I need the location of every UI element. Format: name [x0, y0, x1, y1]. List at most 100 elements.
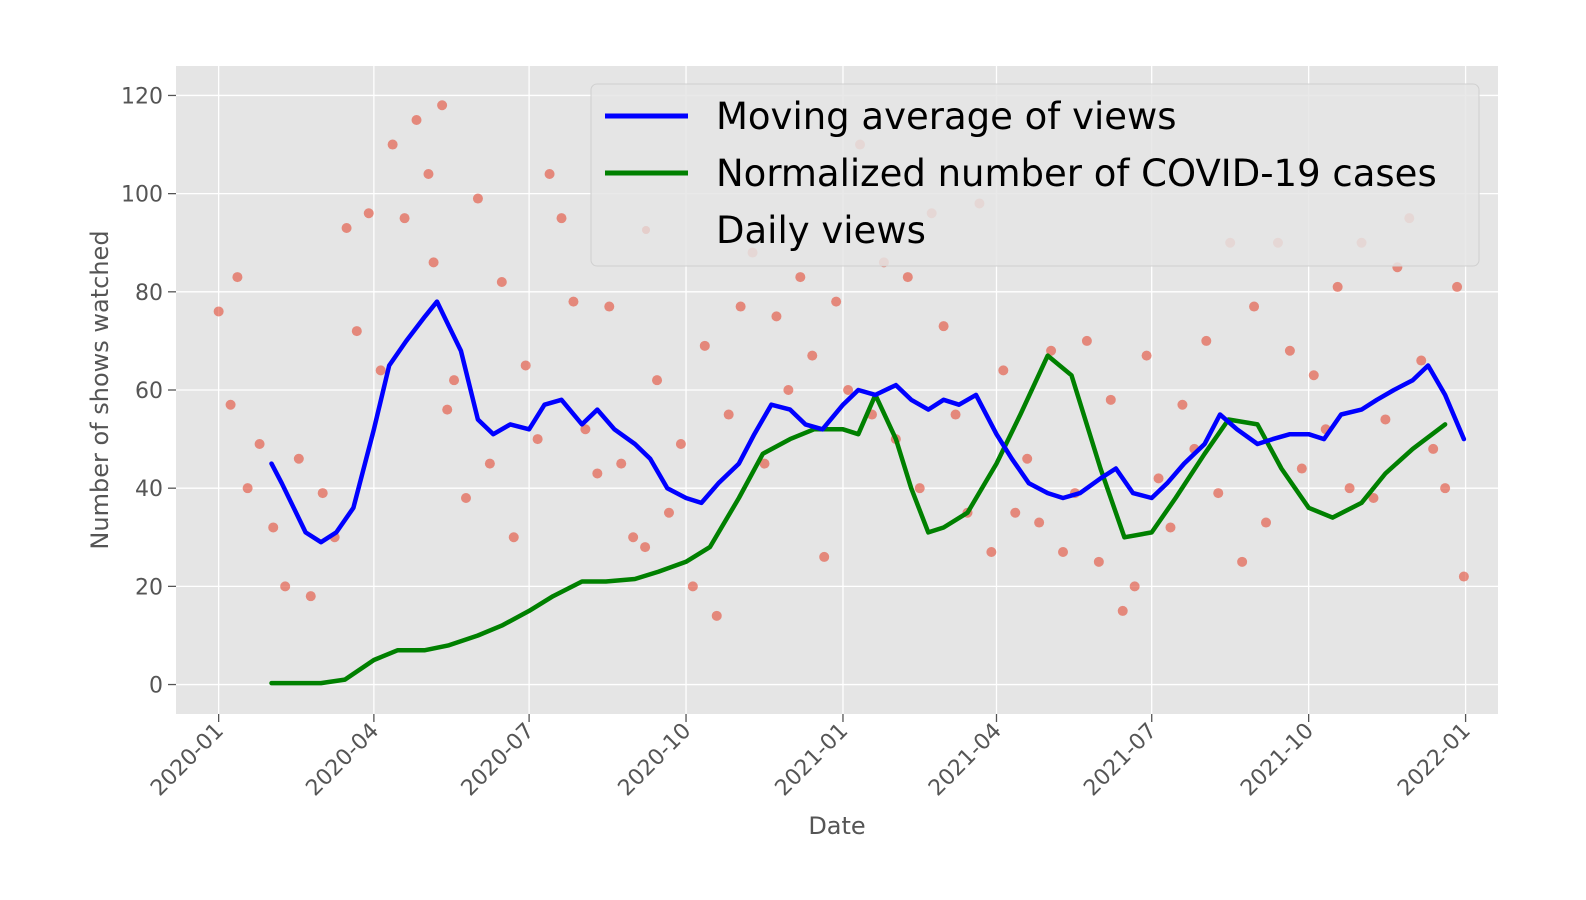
- legend-swatch-daily-views: [642, 226, 650, 234]
- daily-views-point: [1416, 355, 1427, 366]
- daily-views-point: [508, 532, 519, 543]
- daily-views-point: [1153, 473, 1164, 484]
- daily-views-point: [375, 365, 386, 376]
- x-tick-label: 2020-10: [614, 719, 697, 802]
- daily-views-point: [807, 350, 818, 361]
- daily-views-point: [293, 453, 304, 464]
- legend-label-covid: Normalized number of COVID-19 cases: [716, 152, 1437, 195]
- daily-views-point: [604, 301, 615, 312]
- daily-views-point: [902, 272, 913, 283]
- daily-views-point: [687, 581, 698, 592]
- daily-views-point: [280, 581, 291, 592]
- daily-views-point: [1117, 605, 1128, 616]
- daily-views-point: [556, 213, 567, 224]
- daily-views-point: [351, 326, 362, 337]
- daily-views-point: [1165, 522, 1176, 533]
- daily-views-point: [472, 193, 483, 204]
- y-tick-label: 0: [149, 674, 163, 699]
- daily-views-point: [363, 208, 374, 219]
- daily-views-point: [819, 551, 830, 562]
- daily-views-point: [460, 493, 471, 503]
- daily-views-point: [1141, 350, 1152, 361]
- daily-views-point: [1296, 463, 1307, 474]
- covid-cases-line: [269, 353, 1448, 686]
- daily-views-point: [442, 404, 453, 415]
- legend: Moving average of views Normalized numbe…: [590, 83, 1480, 267]
- daily-views-point: [843, 385, 854, 395]
- daily-views-point: [628, 532, 639, 543]
- daily-views-point: [938, 321, 949, 332]
- daily-views-point: [950, 409, 961, 420]
- daily-views-point: [520, 360, 531, 371]
- daily-views-point: [437, 100, 448, 111]
- y-tick-label: 20: [135, 575, 163, 600]
- daily-views-point: [675, 439, 686, 449]
- daily-views-point: [254, 439, 265, 449]
- daily-views-point: [652, 375, 663, 386]
- daily-views-point: [723, 409, 734, 420]
- daily-views-point: [711, 610, 722, 621]
- daily-views-point: [1440, 483, 1451, 494]
- y-tick-label: 40: [135, 477, 163, 502]
- daily-views-point: [423, 169, 434, 179]
- daily-views-point: [1308, 370, 1319, 381]
- daily-views-point: [1046, 345, 1057, 356]
- legend-box: [590, 83, 1480, 267]
- daily-views-point: [1022, 453, 1033, 464]
- daily-views-point: [699, 340, 710, 351]
- daily-views-point: [1368, 493, 1379, 503]
- daily-views-point: [232, 272, 243, 283]
- daily-views-point: [592, 468, 603, 479]
- daily-views-point: [484, 458, 495, 469]
- grid-lines: [176, 66, 1498, 714]
- daily-views-point: [616, 458, 627, 469]
- daily-views-point: [831, 296, 842, 307]
- daily-views-point: [341, 223, 352, 233]
- daily-views-point: [1428, 443, 1439, 454]
- daily-views-point: [1344, 483, 1355, 494]
- daily-views-point: [1261, 517, 1272, 528]
- legend-label-daily-views: Daily views: [716, 209, 926, 252]
- x-tick-label: 2020-07: [457, 719, 540, 802]
- daily-views-point: [771, 311, 782, 322]
- daily-views-point: [1284, 345, 1295, 356]
- x-tick-label: 2021-07: [1079, 719, 1162, 802]
- daily-views-point: [411, 115, 422, 125]
- daily-views-point: [1458, 571, 1469, 582]
- daily-views-point: [1129, 581, 1140, 592]
- daily-views-point: [795, 272, 806, 283]
- x-tick-label: 2021-04: [924, 719, 1007, 802]
- daily-views-point: [399, 213, 410, 224]
- daily-views-point: [1201, 335, 1212, 346]
- daily-views-point: [305, 591, 316, 602]
- y-tick-label: 100: [121, 183, 163, 208]
- series-lines: [269, 299, 1467, 686]
- daily-views-point: [213, 306, 224, 317]
- daily-views-point: [225, 399, 236, 410]
- moving-average-line: [269, 299, 1467, 545]
- x-axis-label: Date: [808, 812, 865, 840]
- y-tick-label: 60: [135, 379, 163, 404]
- daily-views-point: [1452, 281, 1463, 292]
- daily-views-point: [735, 301, 746, 312]
- y-axis: 0 20 40 60 80 100 120: [121, 84, 176, 699]
- daily-views-point: [428, 257, 439, 268]
- daily-views-point: [998, 365, 1009, 376]
- daily-views-point: [1081, 335, 1092, 346]
- daily-views-point: [1105, 394, 1116, 405]
- y-axis-label: Number of shows watched: [86, 230, 114, 549]
- x-tick-label: 2022-01: [1393, 719, 1476, 802]
- daily-views-point: [1093, 556, 1104, 567]
- x-tick-label: 2021-01: [771, 719, 854, 802]
- daily-views-point: [317, 488, 328, 499]
- daily-views-point: [1249, 301, 1260, 312]
- daily-views-point: [496, 277, 507, 287]
- daily-views-point: [1213, 488, 1224, 499]
- daily-views-point: [544, 169, 555, 179]
- daily-views-point: [568, 296, 579, 307]
- daily-views-point: [759, 458, 770, 469]
- y-tick-label: 80: [135, 281, 163, 306]
- daily-views-point: [1332, 281, 1343, 292]
- daily-views-point: [242, 483, 253, 494]
